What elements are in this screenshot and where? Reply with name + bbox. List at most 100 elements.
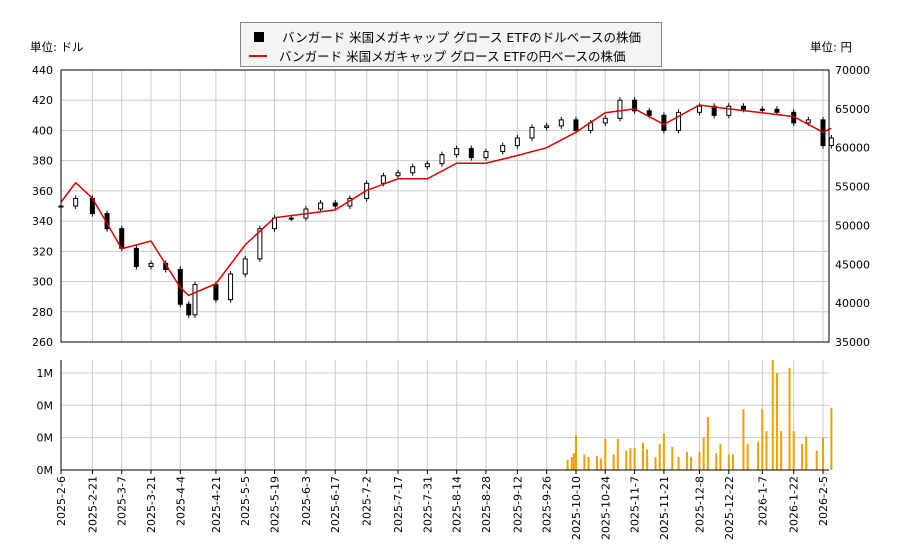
yen-price-line <box>60 104 832 297</box>
volume-y-tick-label: 1M <box>37 367 54 380</box>
x-tick-label: 2025-3-21 <box>145 476 158 533</box>
x-tick-label: 2025-7-17 <box>392 476 405 533</box>
candle-body <box>726 105 732 116</box>
price-plot-frame <box>60 69 830 343</box>
candle-body <box>410 166 416 174</box>
candle-body <box>483 151 489 159</box>
candle-body <box>646 110 652 116</box>
legend-line-icon <box>249 54 267 57</box>
candle-body <box>468 148 474 159</box>
volume-bar <box>612 454 615 470</box>
volume-bar <box>574 435 577 470</box>
volume-bar <box>765 431 768 470</box>
volume-bar <box>761 409 764 470</box>
volume-bar <box>616 438 619 470</box>
x-tick-label: 2026-1-7 <box>756 476 769 526</box>
volume-bar <box>801 444 804 470</box>
candle-body <box>192 284 198 316</box>
left-y-tick-label: 360 <box>32 185 53 198</box>
candle-body <box>242 258 248 275</box>
volume-bar <box>646 449 649 470</box>
volume-bar <box>690 457 693 470</box>
candle-body <box>774 108 780 113</box>
right-y-tick-label: 65000 <box>835 103 870 116</box>
right-y-tick-label: 70000 <box>835 64 870 77</box>
volume-bar <box>805 436 808 470</box>
candle-body <box>73 197 79 207</box>
left-unit-label: 単位: ドル <box>30 40 84 54</box>
left-y-tick-label: 280 <box>32 306 53 319</box>
volume-bar <box>792 431 795 470</box>
candle-body <box>602 117 608 124</box>
candle-body <box>424 163 430 168</box>
candle-body <box>573 119 579 131</box>
candle-body <box>759 108 765 111</box>
x-tick-label: 2025-9-12 <box>511 476 524 533</box>
x-tick-label: 2025-12-22 <box>723 476 736 540</box>
candle-body <box>740 105 746 110</box>
volume-bar <box>788 367 791 470</box>
left-y-tick-label: 260 <box>32 336 53 349</box>
candle-body <box>676 111 682 131</box>
legend-square-icon <box>254 31 264 42</box>
x-tick-label: 2025-5-19 <box>269 476 282 533</box>
candle-body <box>133 247 139 267</box>
x-tick-label: 2025-12-8 <box>693 476 706 533</box>
x-tick-label: 2025-8-14 <box>451 476 464 533</box>
volume-bar <box>625 450 628 470</box>
volume-bar <box>822 437 824 470</box>
volume-bar <box>715 453 718 470</box>
candle-body <box>500 145 506 153</box>
volume-bar <box>719 444 722 470</box>
volume-bar <box>587 457 590 470</box>
left-y-tick-label: 340 <box>32 215 53 228</box>
volume-bar <box>815 450 818 470</box>
volume-bar <box>633 448 636 470</box>
x-tick-label: 2026-2-5 <box>817 476 830 526</box>
volume-bar <box>658 444 661 470</box>
volume-bar <box>677 457 680 470</box>
volume-bar <box>742 409 745 470</box>
candle-body <box>544 125 550 128</box>
x-tick-label: 2025-6-17 <box>329 476 342 533</box>
volume-bar <box>654 457 657 470</box>
candle-body <box>454 148 460 156</box>
volume-bar <box>572 453 575 470</box>
volume-bar <box>600 458 603 470</box>
candle-body <box>828 137 834 147</box>
candle-body <box>213 284 219 301</box>
right-unit-label: 単位: 円 <box>810 40 853 54</box>
candle-body <box>514 137 520 147</box>
x-tick-label: 2025-10-10 <box>570 476 583 540</box>
right-y-tick-label: 55000 <box>835 181 870 194</box>
x-tick-label: 2025-9-26 <box>541 476 554 533</box>
volume-bar <box>746 444 749 470</box>
candle-body <box>228 273 234 301</box>
x-tick-label: 2025-5-5 <box>239 476 252 526</box>
x-tick-label: 2025-4-4 <box>174 476 187 526</box>
left-y-tick-label: 300 <box>32 276 53 289</box>
volume-bar <box>566 459 569 470</box>
left-y-tick-label: 320 <box>32 245 53 258</box>
volume-bar <box>775 372 778 470</box>
legend-label-yen: バンガード 米国メガキャップ グロース ETFの円ベースの株価 <box>279 49 626 64</box>
legend-item-yen: バンガード 米国メガキャップ グロース ETFの円ベースの株価 <box>249 46 626 65</box>
volume-bar <box>757 441 760 470</box>
candle-body <box>529 126 535 139</box>
price-plot-area <box>61 70 829 342</box>
volume-bar <box>830 407 833 470</box>
candle-body <box>439 154 445 165</box>
left-y-tick-label: 420 <box>32 94 53 107</box>
x-tick-label: 2025-8-28 <box>480 476 493 533</box>
x-tick-label: 2026-1-22 <box>788 476 801 533</box>
left-y-tick-label: 380 <box>32 155 53 168</box>
x-tick-label: 2025-7-2 <box>361 476 374 526</box>
volume-bar <box>583 454 586 470</box>
right-y-tick-label: 45000 <box>835 258 870 271</box>
candle-body <box>696 105 702 113</box>
candle-body <box>805 119 811 124</box>
volume-bar <box>727 454 730 470</box>
x-tick-label: 2025-3-7 <box>116 476 129 526</box>
volume-bar <box>641 442 644 470</box>
